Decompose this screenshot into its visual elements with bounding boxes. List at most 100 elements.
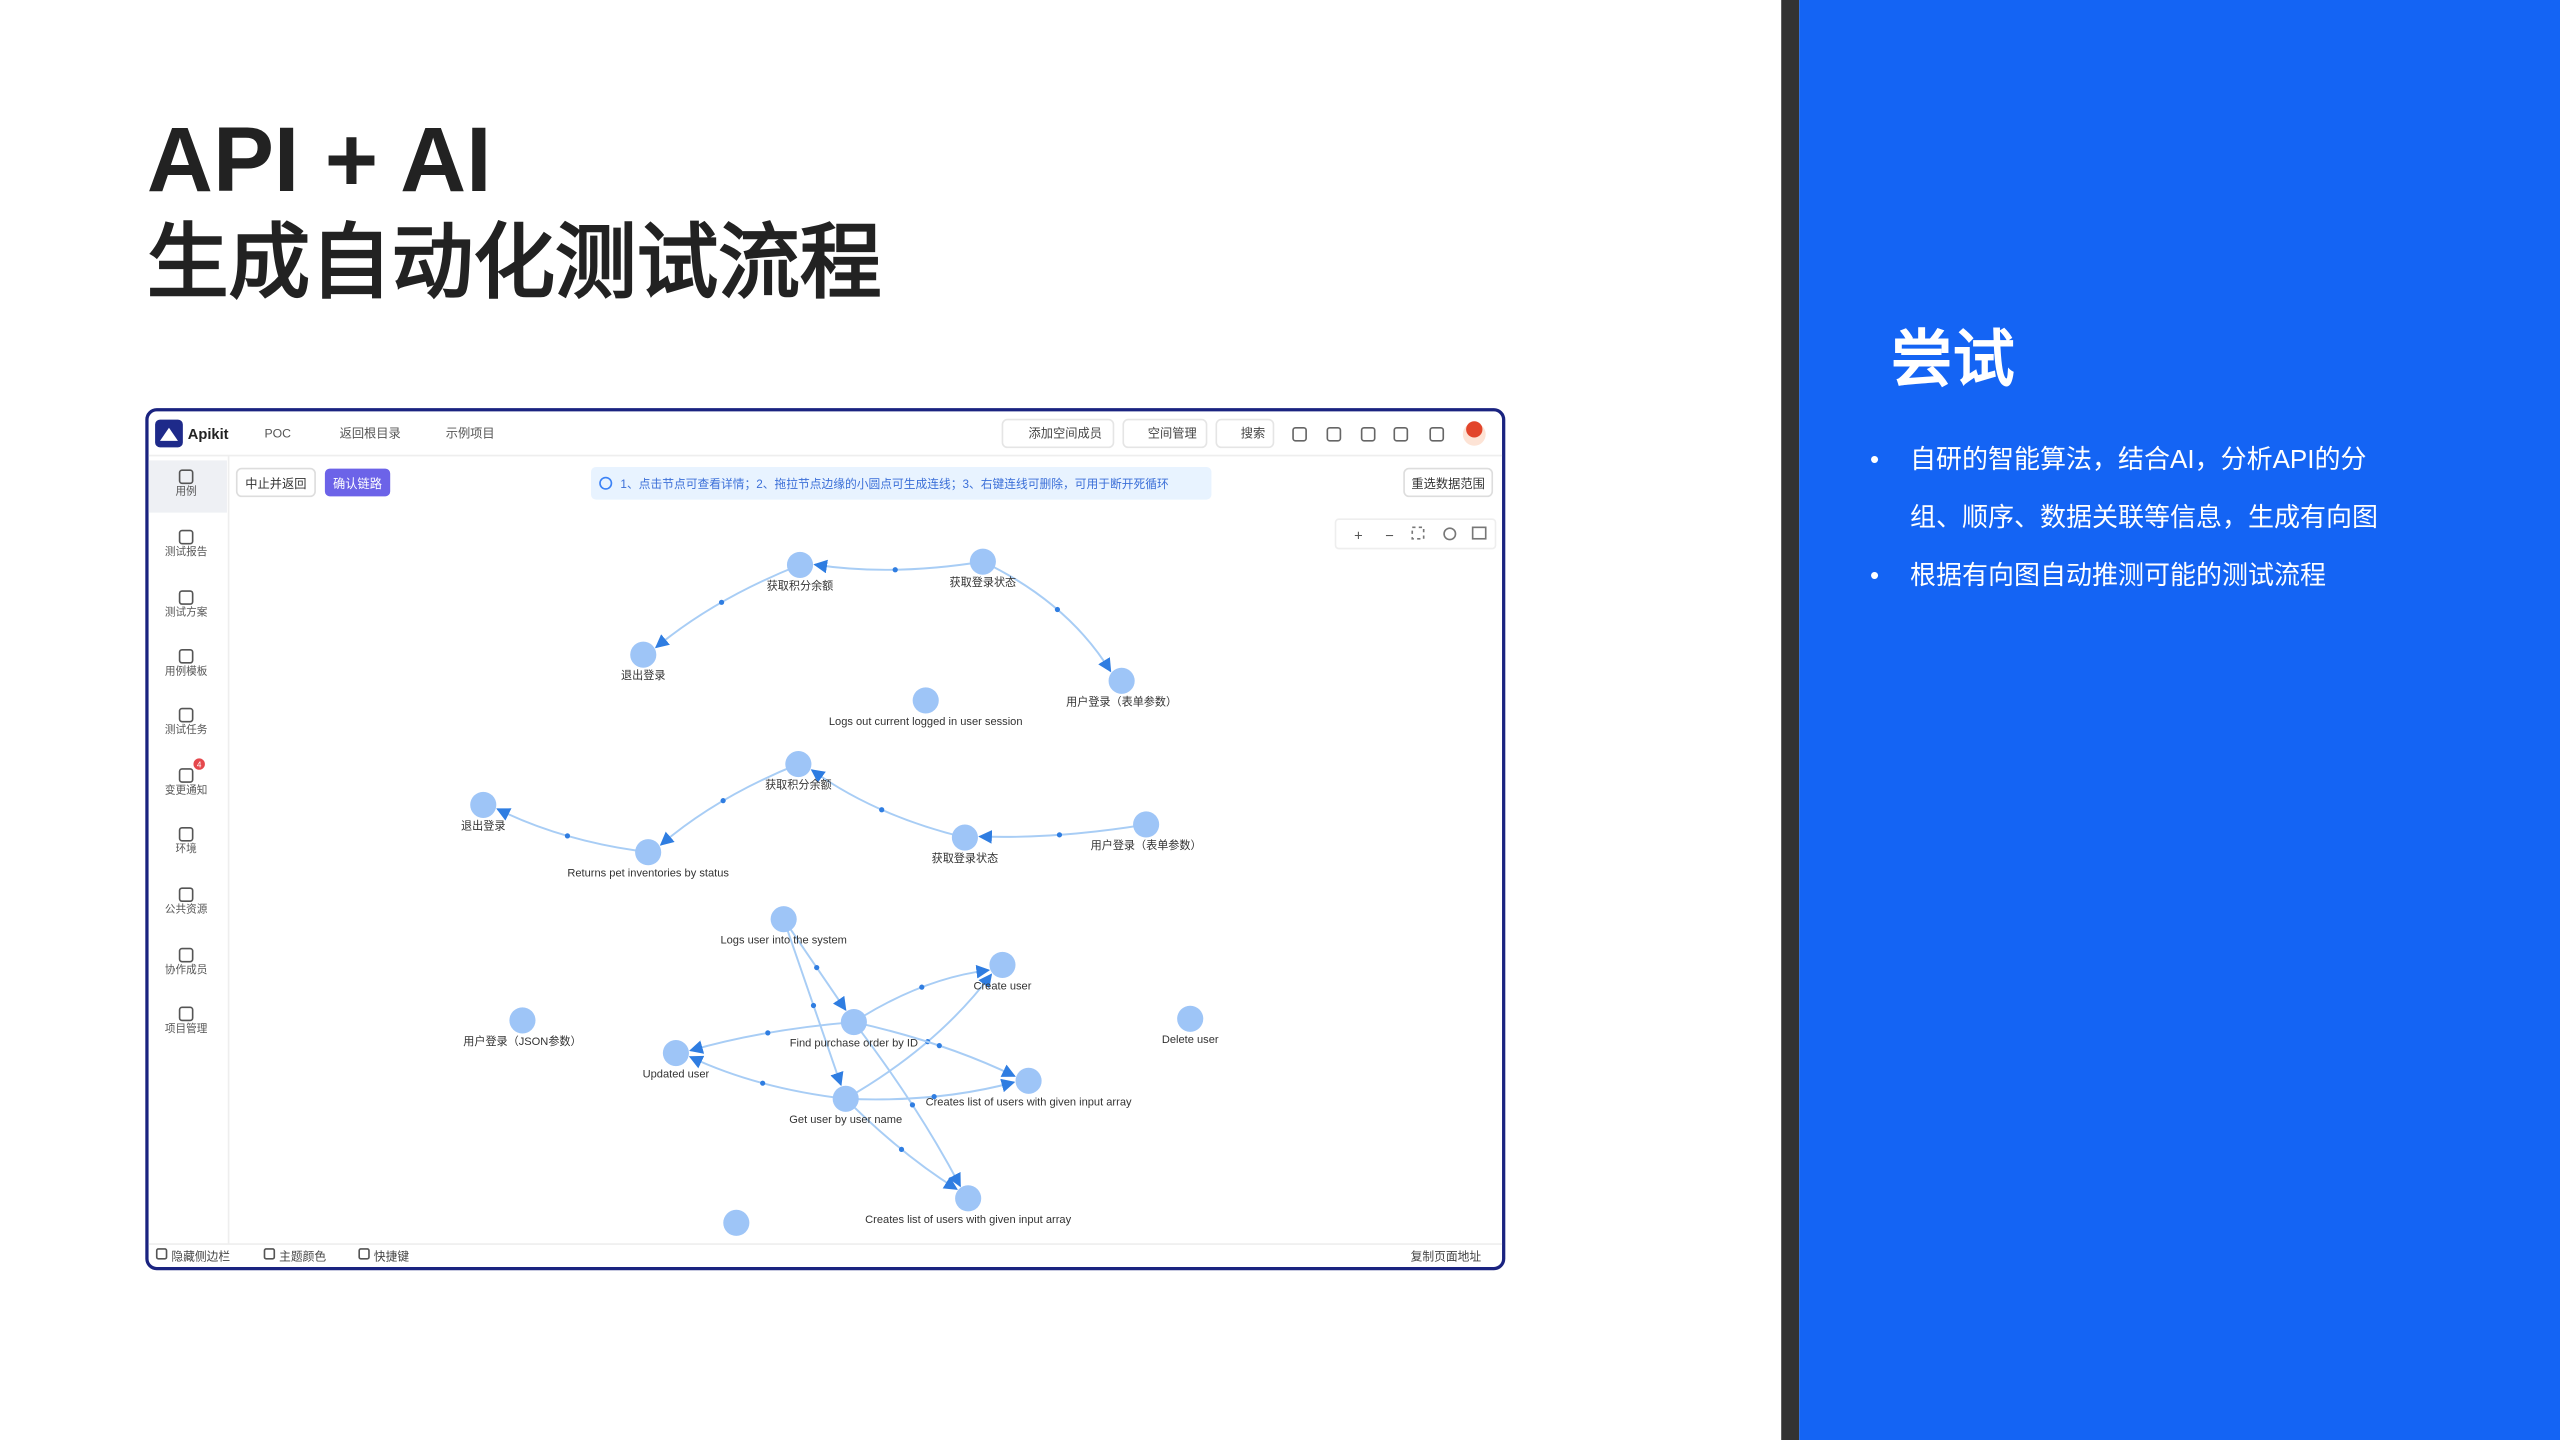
graph-node[interactable] [955,1185,982,1212]
sidebar-icon[interactable] [178,947,194,963]
node-label: Creates list of users with given input a… [926,1096,1132,1108]
sidebar-item[interactable]: 用例 [176,485,197,498]
footer-item[interactable]: 隐藏侧边栏 [171,1249,230,1263]
confirm-button-label: 确认链路 [333,476,382,491]
graph-node[interactable] [509,1007,536,1034]
top-action-box[interactable] [1215,418,1275,449]
edge-handle [765,1030,771,1036]
toolbar-icon[interactable] [1292,426,1307,442]
toolbar-icon[interactable] [1360,426,1376,442]
sidebar-icon[interactable] [178,887,194,903]
node-label: Logs user into the system [720,935,846,947]
toolbar-icon[interactable] [1393,426,1409,442]
zoom-out[interactable]: − [1385,528,1394,544]
node-label: Find purchase order by ID [790,1038,918,1050]
graph-node[interactable] [969,548,996,575]
sidebar-item[interactable]: 测试任务 [165,723,208,736]
info-text: 1、点击节点可查看详情；2、拖拉节点边缘的小圆点可生成连线；3、右键连线可删除，… [620,477,1169,491]
back-link[interactable]: 返回根目录 [340,427,401,441]
reselect-label: 重选数据范围 [1411,476,1484,491]
copy-link[interactable]: 复制页面地址 [1411,1250,1482,1263]
stop-button[interactable] [235,467,316,498]
node-label: 用户登录（表单参数） [1091,838,1202,852]
confirm-button[interactable] [324,468,391,497]
book[interactable] [1471,526,1487,540]
sidebar-item[interactable]: 公共资源 [165,903,208,916]
emoji[interactable] [1443,527,1457,541]
zoom-controls [1334,518,1497,550]
graph-node[interactable] [662,1040,689,1067]
graph-node[interactable] [840,1008,867,1036]
graph-node[interactable] [785,751,812,778]
footer-item[interactable]: 快捷键 [374,1249,409,1263]
workspace[interactable]: POC [264,427,291,441]
graph-node[interactable] [989,951,1016,978]
graph-node[interactable] [630,641,657,668]
graph-node[interactable] [951,824,978,851]
node-label: 获取积分余额 [767,578,834,592]
badge-count: 4 [197,760,202,769]
divider [1781,0,1800,1440]
graph-node[interactable] [470,791,497,818]
footer-icon [263,1248,276,1260]
graph-node[interactable] [786,551,814,578]
edge-handle [760,1080,766,1086]
sidebar-icon[interactable] [178,707,194,723]
node-label: 用户登录（表单参数） [1066,694,1177,708]
sidebar-icon[interactable] [178,590,194,605]
toolbar-icon[interactable] [1429,426,1445,442]
graph-node[interactable] [1133,811,1160,838]
reselect-button[interactable] [1403,467,1494,498]
graph-node[interactable] [1177,1005,1204,1032]
bullet: 自研的智能算法，结合AI，分析API的分组、顺序、数据关联等信息，生成有向图 [1870,430,2410,546]
graph-node[interactable] [912,687,939,714]
edge-handle [814,964,820,971]
edge-handle [931,1094,937,1100]
node-label: Get user by user name [789,1114,902,1126]
zoom-in[interactable]: + [1354,528,1363,544]
edge-handle [898,1146,905,1153]
edge-handle [919,984,925,990]
sidebar-item[interactable]: 用例模板 [165,664,208,677]
edge-handle [936,1043,942,1049]
node-label: Updated user [643,1069,710,1081]
top-action-box[interactable] [1122,418,1208,449]
graph-node[interactable] [723,1209,750,1236]
sidebar-item[interactable]: 协作成员 [165,963,207,976]
edge-handle [718,599,725,605]
badge [193,758,205,770]
sidebar-icon[interactable] [178,469,194,485]
screenshot [145,408,1506,1271]
sidebar-icon[interactable] [178,648,194,664]
top-action: 搜索 [1241,426,1265,441]
project-name[interactable]: 示例项目 [446,427,495,441]
sidebar-item[interactable]: 测试报告 [165,545,207,558]
sidebar-icon[interactable] [178,826,194,842]
sidebar-item[interactable]: 项目管理 [165,1022,208,1035]
toolbar-icon[interactable] [1326,426,1342,442]
graph-node[interactable] [1108,667,1135,694]
info-icon [599,476,613,490]
fit-view[interactable] [1411,526,1425,540]
footer-icon [358,1248,370,1260]
top-action-box[interactable] [1001,418,1115,449]
sidebar-item[interactable]: 测试方案 [165,606,208,619]
graph-node[interactable] [770,906,797,933]
subtitle: 生成自动化测试流程 [147,218,882,309]
sidebar-icon[interactable] [178,529,194,545]
top-action: 添加空间成员 [1029,427,1102,441]
graph-node[interactable] [635,839,662,866]
sidebar-icon[interactable] [178,1006,194,1022]
edge-handle [892,567,898,573]
edge-handle [564,833,571,839]
footer-item[interactable]: 主题颜色 [279,1249,326,1263]
sidebar-item[interactable]: 环境 [176,842,198,855]
node-label: Create user [973,980,1031,992]
graph-node[interactable] [1015,1067,1042,1094]
sidebar-icon[interactable] [178,768,194,783]
sidebar-item[interactable]: 变更通知 [165,783,207,796]
info-bar [591,466,1212,500]
bullet: 根据有向图自动推测可能的测试流程 [1870,546,2410,604]
graph-node[interactable] [832,1085,859,1112]
